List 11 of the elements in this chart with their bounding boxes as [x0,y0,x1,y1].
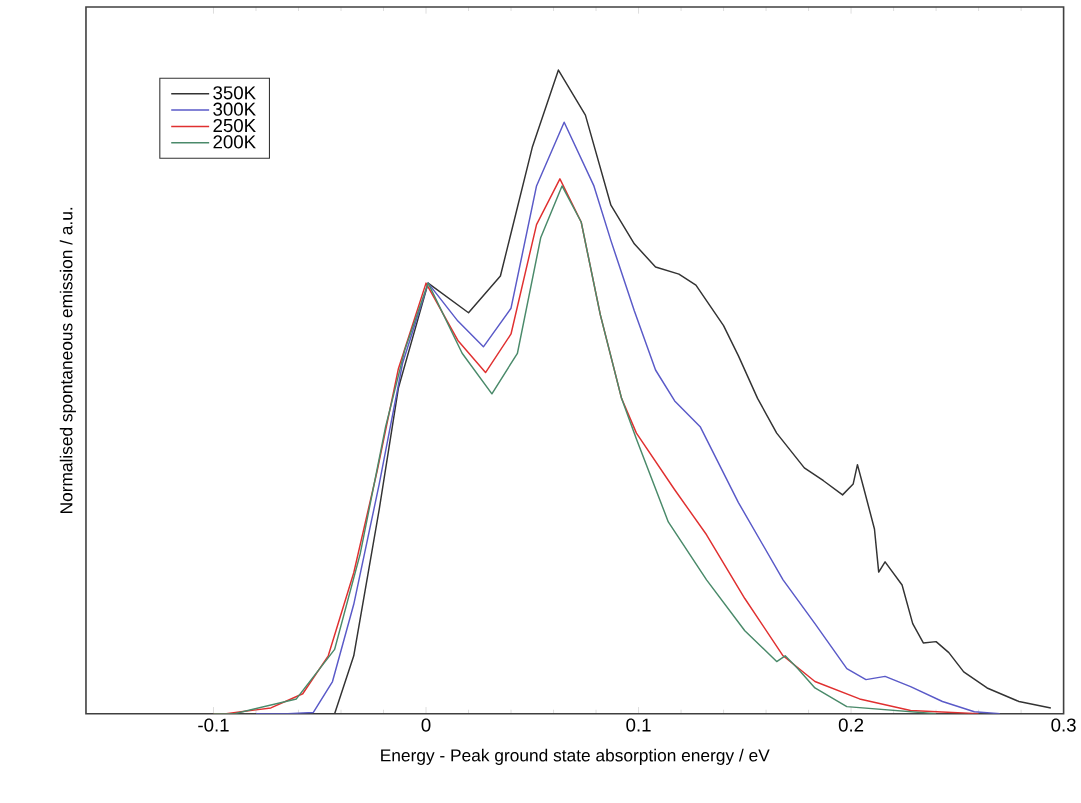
x-tick-label: -0.1 [198,718,229,732]
x-axis-title: Energy - Peak ground state absorption energy / eV [381,748,770,766]
x-tick-label: 0 [421,718,431,732]
legend-label: 250K [213,119,256,133]
x-tick-label: 0.1 [626,718,651,732]
x-tick-label: 0.2 [838,718,864,732]
x-tick-label: 0.3 [1051,718,1076,732]
legend-label: 350K [213,86,256,100]
y-axis-title: Normalised spontaneous emission / a.u. [59,208,76,514]
legend-label: 300K [213,102,256,116]
legend-label: 200K [213,135,256,149]
